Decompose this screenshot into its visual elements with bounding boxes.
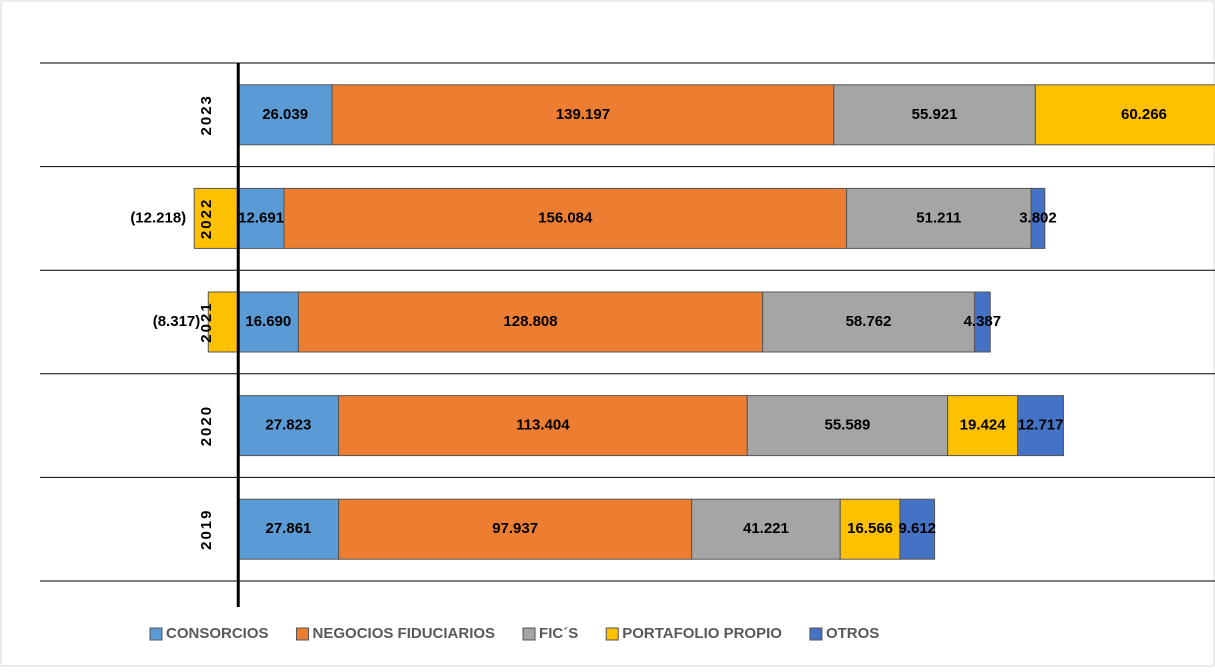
plot-area <box>193 84 1215 560</box>
bar-segment <box>207 291 239 353</box>
data-label: 19.424 <box>960 417 1007 434</box>
legend-label: OTROS <box>826 625 879 642</box>
bar-segment <box>237 395 340 457</box>
data-label: 26.039 <box>262 106 308 123</box>
data-label: 55.921 <box>912 106 958 123</box>
bar-segment <box>691 498 841 560</box>
y-tick-label: 2022 <box>198 198 215 239</box>
data-label: (8.317) <box>153 313 201 330</box>
bar-segment <box>839 498 901 560</box>
data-label: 97.937 <box>492 520 538 537</box>
data-label: 16.690 <box>245 313 291 330</box>
bar-segment <box>973 291 991 353</box>
bar-segment <box>338 498 693 560</box>
legend-swatch <box>149 627 163 641</box>
data-label: 41.221 <box>743 520 789 537</box>
bar-segment <box>899 498 936 560</box>
y-tick-label: 2021 <box>198 301 215 342</box>
bar-segment <box>1034 84 1215 146</box>
y-tick-label: 2023 <box>198 94 215 135</box>
legend-label: FIC´S <box>539 625 578 642</box>
y-tick-label: 2019 <box>198 509 215 550</box>
bar-segment <box>283 187 848 249</box>
bar-segment <box>237 84 333 146</box>
bar-segment <box>1017 395 1064 457</box>
legend-swatch <box>522 627 536 641</box>
data-label: 139.197 <box>556 106 610 123</box>
bar-segment <box>746 395 949 457</box>
bar-segment <box>1030 187 1046 249</box>
data-label: 51.211 <box>916 209 961 226</box>
data-label: 60.266 <box>1121 106 1167 123</box>
data-label: 27.823 <box>265 417 311 434</box>
data-label: 12.717 <box>1018 417 1064 434</box>
bar-segment <box>237 291 299 353</box>
data-label: 16.566 <box>847 520 893 537</box>
legend-label: NEGOCIOS FIDUCIARIOS <box>313 625 496 642</box>
legend-swatch <box>605 627 619 641</box>
data-label: 4.387 <box>964 313 1002 330</box>
legend-label: PORTAFOLIO PROPIO <box>622 625 782 642</box>
data-label: 55.589 <box>824 417 870 434</box>
data-label: 9.612 <box>898 520 936 537</box>
y-tick-label: 2020 <box>198 405 215 446</box>
legend-swatch <box>809 627 823 641</box>
data-label: (12.218) <box>130 209 186 226</box>
data-label: 128.808 <box>503 313 557 330</box>
bar-segment <box>331 84 835 146</box>
data-label: 27.861 <box>266 520 312 537</box>
bar-segment <box>297 291 764 353</box>
bar-segment <box>338 395 748 457</box>
data-label: 58.762 <box>846 313 892 330</box>
data-label: 156.084 <box>538 209 593 226</box>
data-label: 3.802 <box>1019 209 1057 226</box>
bar-segment <box>762 291 975 353</box>
data-label: 12.691 <box>238 209 284 226</box>
data-label: 113.404 <box>516 417 570 434</box>
legend-label: CONSORCIOS <box>166 625 269 642</box>
bar-segment <box>947 395 1019 457</box>
legend-swatch <box>296 627 310 641</box>
